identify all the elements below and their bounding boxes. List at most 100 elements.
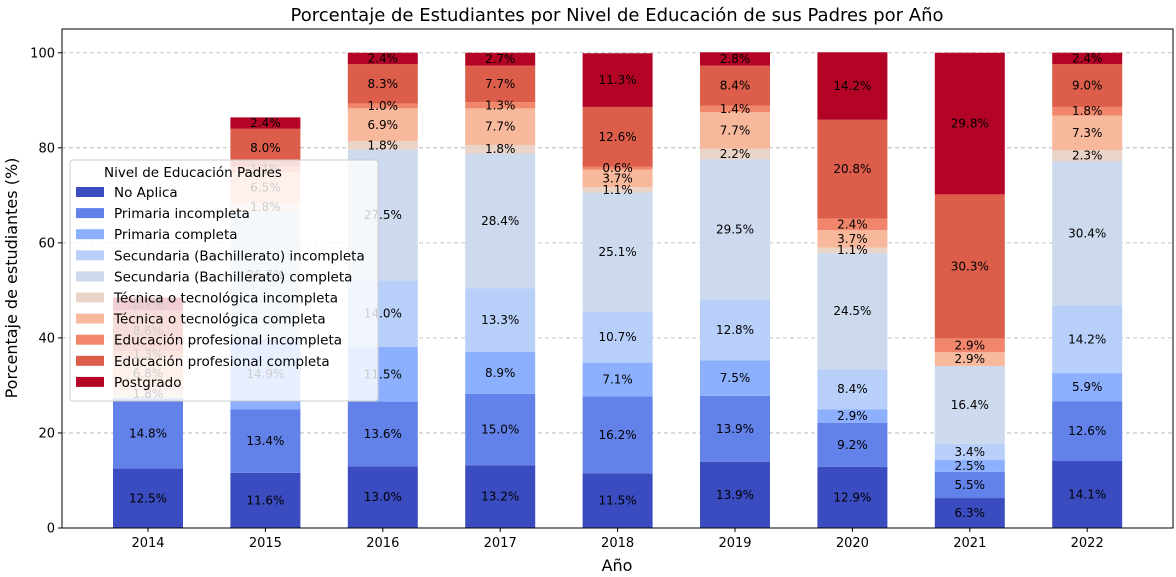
bar-segment-2015-0	[230, 472, 301, 528]
bar-segment-2019-1	[700, 395, 770, 462]
legend-swatch-6	[76, 313, 104, 324]
bar-segment-2016-0	[347, 466, 418, 528]
bar-segment-2021-6	[934, 352, 1005, 366]
data-label-2021-9: 29.8%	[951, 117, 989, 131]
legend-swatch-3	[76, 250, 104, 261]
y-tick-label-40: 40	[38, 331, 55, 346]
segment-labels: 12.5%14.8%1.8%6.8%1.3%8.6%2.7%11.6%13.4%…	[129, 51, 1106, 520]
bar-segment-2017-3	[465, 288, 536, 352]
bar-segment-2017-5	[465, 144, 536, 154]
bar-segment-2019-3	[700, 299, 770, 361]
data-label-2014-1: 14.8%	[129, 426, 167, 440]
bar-segment-2020-8	[817, 119, 888, 219]
data-label-2017-3: 13.3%	[481, 313, 519, 327]
bar-segment-2019-2	[700, 360, 770, 396]
bar-segment-2016-7	[347, 103, 418, 109]
bar-segment-2020-5	[817, 247, 888, 253]
bar-segment-2021-1	[934, 471, 1005, 499]
x-tick-label-2019: 2019	[718, 536, 751, 551]
x-tick-label-2015: 2015	[249, 536, 282, 551]
bar-segment-2016-9	[347, 52, 418, 65]
data-label-2020-9: 14.2%	[833, 79, 871, 93]
legend-swatch-4	[76, 271, 104, 282]
data-label-2019-8: 8.4%	[720, 79, 751, 93]
data-label-2020-6: 3.7%	[837, 232, 868, 246]
data-label-2021-6: 2.9%	[955, 352, 986, 366]
legend-entry-2: Primaria completa	[114, 227, 238, 243]
data-label-2019-2: 7.5%	[720, 371, 751, 385]
legend-swatch-7	[76, 334, 104, 345]
bar-segment-2018-4	[582, 192, 653, 312]
data-label-2021-3: 3.4%	[955, 445, 986, 459]
bars	[113, 52, 1123, 528]
bar-segment-2022-7	[1052, 106, 1123, 116]
data-label-2022-6: 7.3%	[1072, 126, 1103, 140]
bar-segment-2021-9	[934, 52, 1005, 195]
data-label-2017-0: 13.2%	[481, 490, 519, 504]
data-label-2017-7: 1.3%	[485, 98, 516, 112]
legend-entry-3: Secundaria (Bachillerato) incompleta	[114, 248, 365, 264]
bar-segment-2019-6	[700, 112, 770, 149]
x-tick-label-2020: 2020	[836, 536, 869, 551]
data-label-2016-7: 1.0%	[368, 99, 399, 113]
data-label-2022-5: 2.3%	[1072, 149, 1103, 163]
legend-box	[69, 159, 379, 402]
bar-segment-2019-0	[700, 461, 770, 528]
data-label-2019-6: 7.7%	[720, 123, 751, 137]
bar-segment-2016-5	[347, 141, 418, 150]
data-label-2021-7: 2.9%	[955, 338, 986, 352]
data-label-2015-9: 2.4%	[250, 116, 281, 130]
bar-segment-2021-0	[934, 498, 1005, 528]
axes: 0 20 40 60 80 100 2014 2015 2016 2017 2018 2019 2020…	[30, 28, 1174, 551]
legend-entry-0: No Aplica	[114, 185, 178, 201]
x-tick-label-2016: 2016	[366, 536, 399, 551]
legend-swatch-8	[76, 355, 104, 366]
bar-segment-2022-1	[1052, 401, 1123, 461]
data-label-2020-3: 8.4%	[837, 382, 868, 396]
data-label-2021-8: 30.3%	[951, 259, 989, 273]
x-tick-label-2018: 2018	[601, 536, 634, 551]
data-label-2020-1: 9.2%	[837, 438, 868, 452]
legend-entry-1: Primaria incompleta	[114, 206, 250, 222]
data-label-2015-1: 13.4%	[246, 434, 284, 448]
data-label-2016-8: 8.3%	[368, 77, 399, 91]
x-tick-label-2017: 2017	[484, 536, 517, 551]
bar-segment-2017-2	[465, 351, 536, 394]
legend-entry-8: Educación profesional completa	[114, 354, 330, 370]
legend-swatch-2	[76, 229, 104, 240]
data-label-2020-8: 20.8%	[833, 162, 871, 176]
data-label-2020-7: 2.4%	[837, 217, 868, 231]
data-label-2020-4: 24.5%	[833, 304, 871, 318]
bar-segment-2017-0	[465, 465, 536, 528]
data-label-2017-4: 28.4%	[481, 214, 519, 228]
data-label-2022-7: 1.8%	[1072, 104, 1103, 118]
data-label-2018-5: 1.1%	[602, 183, 633, 197]
bar-segment-2015-1	[230, 409, 301, 473]
bar-segment-2017-4	[465, 153, 536, 289]
data-label-2020-5: 1.1%	[837, 243, 868, 257]
bar-segment-2022-8	[1052, 64, 1123, 107]
data-label-2022-9: 2.4%	[1072, 51, 1103, 65]
bar-segment-2022-3	[1052, 305, 1123, 374]
bar-segment-2021-8	[934, 194, 1005, 339]
data-label-2022-4: 30.4%	[1068, 226, 1106, 240]
data-label-2018-4: 25.1%	[599, 245, 637, 259]
bar-segment-2018-2	[582, 362, 653, 397]
data-label-2018-2: 7.1%	[602, 372, 633, 386]
bar-segment-2022-2	[1052, 373, 1123, 402]
legend-entry-7: Educación profesional incompleta	[114, 333, 342, 349]
data-label-2017-6: 7.7%	[485, 120, 516, 134]
data-label-2016-5: 1.8%	[368, 138, 399, 152]
legend: Nivel de Educación Padres No Aplica Primar…	[69, 159, 379, 402]
bar-segment-2020-7	[817, 218, 888, 231]
data-label-2020-2: 2.9%	[837, 409, 868, 423]
bar-segment-2018-3	[582, 311, 653, 363]
y-tick-label-60: 60	[38, 236, 55, 251]
x-axis-label: Año	[602, 556, 633, 575]
bar-segment-2014-1	[113, 398, 183, 469]
data-label-2016-9: 2.4%	[368, 51, 399, 65]
x-tick-label-2021: 2021	[953, 536, 986, 551]
legend-swatch-0	[76, 187, 104, 197]
bar-segment-2020-6	[817, 230, 888, 248]
